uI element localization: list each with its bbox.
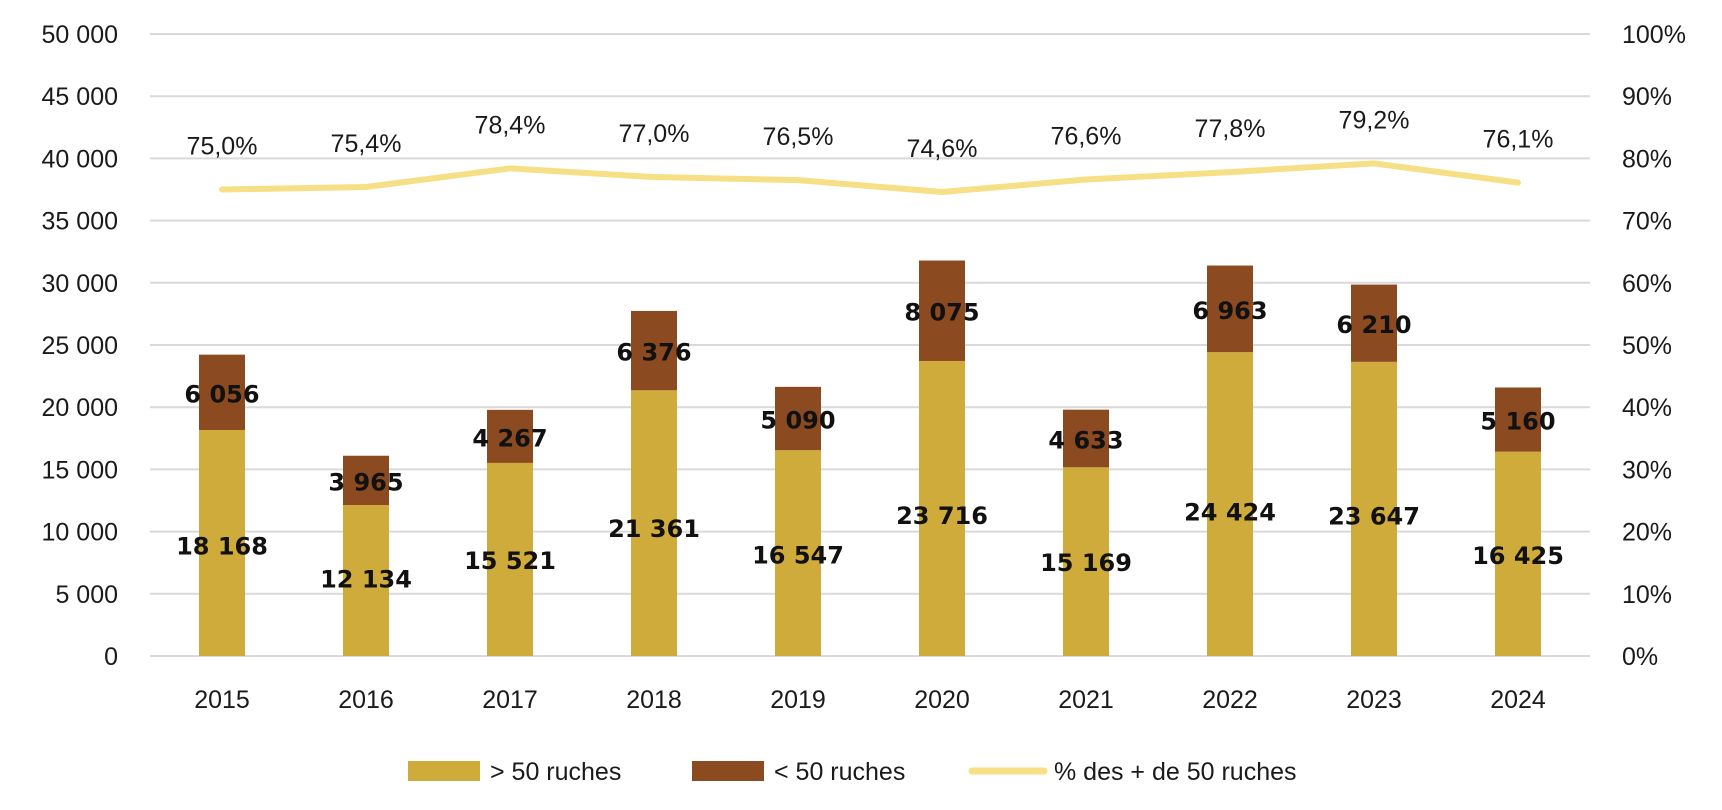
bar-segment-over-50: [487, 462, 533, 656]
data-label-percentage: 76,5%: [763, 123, 834, 151]
data-label-percentage: 78,4%: [475, 111, 546, 139]
bar-segment-over-50: [1063, 467, 1109, 656]
bar-segment-over-50: [919, 360, 965, 656]
percentage-labels: 75,0% 75,4% 78,4% 77,0% 76,5% 74,6% 76,6% 77,8%…: [187, 106, 1554, 163]
bar-segment-under-50: [631, 310, 677, 391]
data-label-under-50: 6 210: [1336, 311, 1411, 339]
y-tick-label-right: 10%: [1622, 581, 1672, 609]
data-label-under-50: 6 376: [616, 339, 691, 367]
y-tick-label-left: 35 000: [42, 208, 118, 236]
data-label-percentage: 79,2%: [1339, 106, 1410, 134]
x-tick-label: 2020: [914, 686, 970, 714]
x-tick-label: 2019: [770, 686, 826, 714]
percentage-line: [219, 160, 1521, 195]
y-tick-label-left: 15 000: [42, 456, 118, 484]
y-axis-left: 0 5 000 10 000 15 000 20 000 25 000 30 000 35 0…: [42, 21, 118, 671]
x-tick-label: 2017: [482, 686, 538, 714]
data-label-over-50: 12 134: [320, 566, 412, 594]
bar-segment-under-50: [1495, 387, 1541, 452]
data-label-percentage: 75,0%: [187, 133, 258, 161]
data-label-over-50: 16 547: [752, 541, 844, 569]
y-tick-label-left: 50 000: [42, 21, 118, 49]
data-label-under-50: 5 090: [760, 406, 835, 434]
data-label-under-50: 6 056: [184, 380, 259, 408]
y-tick-label-right: 50%: [1622, 332, 1672, 360]
y-tick-label-right: 90%: [1622, 83, 1672, 111]
x-tick-label: 2016: [338, 686, 394, 714]
bar-segment-under-50: [1207, 265, 1253, 353]
y-tick-label-right: 20%: [1622, 519, 1672, 547]
data-label-over-50: 15 521: [464, 547, 556, 575]
bar-segment-over-50: [1495, 451, 1541, 656]
y-tick-label-left: 40 000: [42, 145, 118, 173]
data-label-over-50: 15 169: [1040, 549, 1132, 577]
y-tick-label-left: 30 000: [42, 270, 118, 298]
x-tick-label: 2018: [626, 686, 682, 714]
x-tick-label: 2021: [1058, 686, 1114, 714]
x-tick-label: 2015: [194, 686, 250, 714]
bar-segment-under-50: [1351, 284, 1397, 362]
data-label-percentage: 76,1%: [1483, 126, 1554, 154]
data-label-percentage: 76,6%: [1051, 123, 1122, 151]
bar-segment-over-50: [775, 450, 821, 656]
data-label-over-50: 21 361: [608, 515, 700, 543]
data-label-under-50: 4 267: [472, 424, 547, 452]
x-axis: 2015 2016 2017 2018 2019 2020 2021 2022 2023 2024: [194, 686, 1546, 714]
bar-segment-under-50: [487, 409, 533, 463]
data-label-under-50: 5 160: [1480, 408, 1555, 436]
legend-label: < 50 ruches: [774, 758, 905, 786]
x-tick-label: 2022: [1202, 686, 1258, 714]
y-tick-label-left: 0: [104, 643, 118, 671]
data-label-percentage: 77,8%: [1195, 115, 1266, 143]
y-tick-label-right: 40%: [1622, 394, 1672, 422]
bar-segment-over-50: [199, 429, 245, 656]
y-axis-right: 0% 10% 20% 30% 40% 50% 60% 70% 80% 90% 100%: [1622, 21, 1686, 671]
legend-label: % des + de 50 ruches: [1054, 758, 1297, 786]
y-tick-label-right: 30%: [1622, 456, 1672, 484]
data-label-over-50: 16 425: [1472, 542, 1564, 570]
bar-segment-under-50: [919, 260, 965, 361]
data-label-percentage: 77,0%: [619, 120, 690, 148]
data-label-over-50: 23 716: [896, 502, 988, 530]
bar-segment-over-50: [631, 390, 677, 656]
data-label-percentage: 74,6%: [907, 135, 978, 163]
y-tick-label-left: 10 000: [42, 519, 118, 547]
bar-segment-under-50: [199, 354, 245, 430]
legend: > 50 ruches < 50 ruches % des + de 50 ruch…: [408, 758, 1297, 786]
data-label-under-50: 6 963: [1192, 297, 1267, 325]
bar-segment-under-50: [343, 455, 389, 506]
data-label-over-50: 23 647: [1328, 503, 1420, 531]
x-tick-label: 2023: [1346, 686, 1402, 714]
bar-labels: 18 168 6 056 12 134 3 965 15 521 4 267 21 361 6…: [176, 297, 1564, 594]
bars: [199, 260, 1541, 656]
gridlines: [150, 33, 1590, 657]
y-tick-label-left: 20 000: [42, 394, 118, 422]
bar-segment-over-50: [1351, 361, 1397, 656]
data-label-percentage: 75,4%: [331, 130, 402, 158]
data-label-under-50: 8 075: [904, 299, 979, 327]
bar-segment-over-50: [343, 505, 389, 656]
bar-segment-over-50: [1207, 352, 1253, 656]
legend-swatch: [408, 761, 480, 781]
data-label-over-50: 24 424: [1184, 498, 1276, 526]
data-label-over-50: 18 168: [176, 533, 268, 561]
bar-segment-under-50: [775, 386, 821, 451]
y-tick-label-right: 100%: [1622, 21, 1686, 49]
y-tick-label-left: 5 000: [55, 581, 118, 609]
y-tick-label-left: 25 000: [42, 332, 118, 360]
y-tick-label-left: 45 000: [42, 83, 118, 111]
y-tick-label-right: 80%: [1622, 145, 1672, 173]
y-tick-label-right: 60%: [1622, 270, 1672, 298]
data-label-under-50: 4 633: [1048, 426, 1123, 454]
legend-swatch: [692, 761, 764, 781]
percentage-series-line: [219, 160, 1521, 195]
bar-segment-under-50: [1063, 409, 1109, 468]
legend-label: > 50 ruches: [490, 758, 621, 786]
y-tick-label-right: 70%: [1622, 208, 1672, 236]
x-tick-label: 2024: [1490, 686, 1546, 714]
y-tick-label-right: 0%: [1622, 643, 1658, 671]
data-label-under-50: 3 965: [328, 468, 403, 496]
